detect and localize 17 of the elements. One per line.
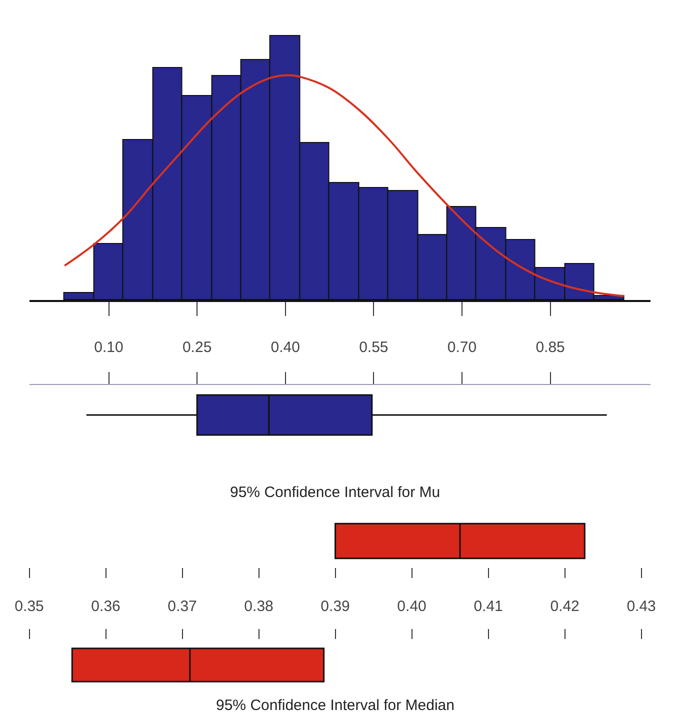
x-tick-label: 0.40	[270, 339, 300, 356]
x-tick-label: 0.55	[359, 339, 388, 356]
x-tick-label: 0.85	[536, 339, 565, 356]
x-tick-label: 0.40	[397, 598, 426, 615]
x-tick-label: 0.35	[14, 598, 44, 615]
x-tick-label: 0.43	[626, 598, 656, 615]
x-tick-label: 0.38	[244, 598, 274, 615]
x-tick-label: 0.37	[168, 598, 197, 615]
x-tick-label: 0.41	[474, 598, 503, 615]
x-tick-label: 0.10	[94, 339, 124, 356]
x-tick-label: 0.25	[182, 339, 212, 356]
text: 95% Confidence Interval for Median	[216, 697, 454, 714]
x-tick-label: 0.39	[320, 598, 350, 615]
chart-title: 95% Confidence Interval for Mu	[230, 484, 440, 501]
x-tick-label: 0.36	[91, 598, 120, 615]
x-tick-label: 0.42	[550, 598, 580, 615]
x-tick-label: 0.70	[447, 339, 477, 356]
